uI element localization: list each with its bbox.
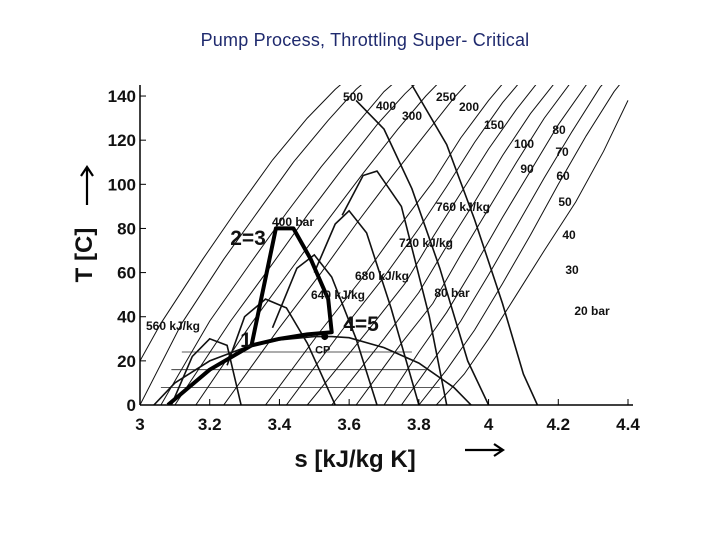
- isobar-label: 60: [556, 169, 570, 183]
- isobar-line: [195, 85, 438, 405]
- isobar-line: [306, 85, 537, 405]
- x-tick-label: 3.2: [198, 415, 222, 434]
- isobar-label: 400 bar: [272, 215, 314, 229]
- isobar-label: 150: [484, 118, 504, 132]
- x-tick-label: 3.4: [268, 415, 292, 434]
- isobar-label: 40: [562, 228, 576, 242]
- slide-title: Pump Process, Throttling Super- Critical: [200, 30, 530, 50]
- isobar-line: [265, 85, 503, 405]
- isobar-line: [435, 100, 629, 405]
- x-tick-label: 4: [484, 415, 494, 434]
- isenthalp-line: [271, 253, 378, 405]
- isobar-line: [383, 85, 587, 405]
- isobar-label: 250: [436, 90, 456, 104]
- state-point-label: 4=5: [343, 313, 379, 336]
- x-axis-label: s [kJ/kg K]: [294, 446, 415, 473]
- isenthalp-line: [411, 85, 539, 405]
- isobar-label: 80: [552, 123, 566, 137]
- isobar-label: 400: [376, 99, 396, 113]
- process-path: [166, 226, 334, 405]
- isobar-line: [400, 85, 603, 405]
- y-axis-label: T [C]: [71, 228, 98, 283]
- critical-point-label: CP: [315, 345, 330, 357]
- y-tick-label: 100: [108, 175, 136, 194]
- x-axis-arrow: [465, 443, 505, 457]
- axes-layer: [80, 85, 633, 457]
- isobar-label: 90: [520, 162, 534, 176]
- y-tick-label: 0: [127, 396, 136, 415]
- isenthalp-label: 640 kJ/kg: [311, 288, 365, 302]
- labels-layer: 3 3.2 3.4 3.6 3.8 4 4.2 4.4020406080100120140s …: [71, 87, 640, 473]
- x-tick-label: 4.4: [616, 415, 640, 434]
- isenthalp-line: [313, 209, 420, 405]
- x-tick-label: 3.8: [407, 415, 431, 434]
- y-tick-label: 140: [108, 87, 136, 106]
- isobar-label: 80 bar: [434, 286, 470, 300]
- y-tick-label: 20: [117, 352, 136, 371]
- state-point-label: 2=3: [230, 227, 266, 250]
- isobar-label: 30: [565, 263, 579, 277]
- isobar-label: 20 bar: [574, 304, 610, 318]
- isobar-label: 100: [514, 137, 534, 151]
- x-tick-label: 4.2: [546, 415, 570, 434]
- state-point-label: 1: [240, 329, 252, 352]
- isobar-line: [285, 85, 519, 405]
- isobar-label: 50: [558, 195, 572, 209]
- isenthalp-label: 560 kJ/kg: [146, 319, 200, 333]
- isobar-line: [174, 85, 415, 405]
- isobar-label: 300: [402, 109, 422, 123]
- isenthalp-label: 720 kJ/kg: [399, 236, 453, 250]
- chart-lines-layer: [140, 85, 629, 405]
- x-tick-label: 3: [135, 415, 144, 434]
- isenthalp-line: [226, 298, 336, 405]
- y-tick-label: 40: [117, 308, 136, 327]
- isobar-line: [418, 85, 620, 405]
- isobar-line: [160, 85, 393, 405]
- y-tick-label: 60: [117, 264, 136, 283]
- y-tick-label: 120: [108, 131, 136, 150]
- critical-point-marker: [321, 333, 329, 341]
- y-axis-arrow: [80, 165, 94, 205]
- isobar-label: 500: [343, 90, 363, 104]
- isobar-line: [223, 85, 467, 405]
- isenthalp-line: [170, 337, 242, 405]
- isobar-line: [140, 85, 342, 362]
- isobar-line: [140, 85, 362, 405]
- x-tick-label: 3.6: [337, 415, 361, 434]
- isenthalp-label: 760 kJ/kg: [436, 200, 490, 214]
- isobar-line: [355, 85, 570, 405]
- isobar-label: 200: [459, 100, 479, 114]
- isenthalp-line: [355, 99, 490, 405]
- isobar-label: 70: [555, 145, 569, 159]
- isenthalp-label: 680 kJ/kg: [355, 269, 409, 283]
- y-tick-label: 80: [117, 219, 136, 238]
- isenthalp-line: [341, 170, 448, 405]
